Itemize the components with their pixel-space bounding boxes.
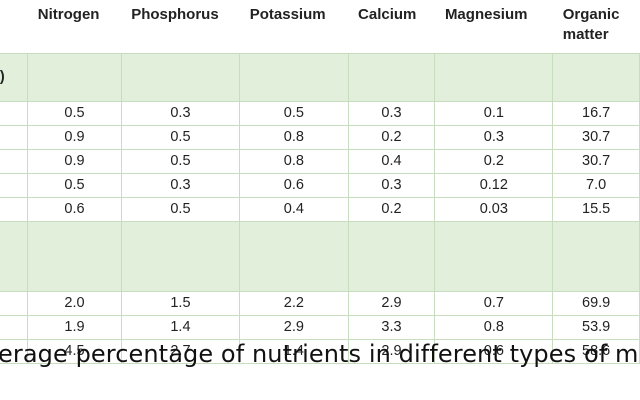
table-cell: 2.2 <box>239 290 349 316</box>
table-cell: 1.4 <box>120 314 241 340</box>
table-cell: 0.2 <box>434 148 554 174</box>
row-label-cell <box>0 338 29 364</box>
group-cell <box>347 52 436 102</box>
table-cell: 2.9 <box>347 290 436 316</box>
group-cell <box>434 220 554 292</box>
table-cell: 0.4 <box>347 148 436 174</box>
header-nitrogen: Nitrogen <box>27 0 122 53</box>
table-cell: 0.5 <box>120 196 241 222</box>
table-cell: 30.7 <box>552 148 640 174</box>
group-cell <box>27 52 122 102</box>
table-row: 0.9 0.5 0.8 0.2 0.3 30.7 <box>0 124 640 150</box>
table-cell: 58.6 <box>552 338 640 364</box>
group-label: %) <box>0 52 29 102</box>
row-label-cell <box>0 290 29 316</box>
group-cell <box>27 220 122 292</box>
table-row: 0.5 0.3 0.6 0.3 0.12 7.0 <box>0 172 640 198</box>
table-caption: erage percentage of nutrients in differe… <box>0 340 639 368</box>
table-cell: 0.5 <box>120 148 241 174</box>
group-cell <box>120 52 241 102</box>
table-cell: 2.0 <box>27 290 122 316</box>
table-cell: 0.3 <box>347 100 436 126</box>
table-cell: 2.7 <box>120 338 241 364</box>
header-cell-label <box>0 0 28 53</box>
rows-b: 2.0 1.5 2.2 2.9 0.7 69.9 1.9 1.4 2.9 3.3 0.8 53.9 4.… <box>0 290 640 364</box>
table-cell: 0.6 <box>27 196 122 222</box>
table-cell: 0.6 <box>434 338 554 364</box>
table-cell: 7.0 <box>552 172 640 198</box>
table-cell: 0.9 <box>27 148 122 174</box>
nutrient-table: Nitrogen Phosphorus Potassium Calcium Ma… <box>0 0 640 364</box>
table-row: 1.9 1.4 2.9 3.3 0.8 53.9 <box>0 314 640 340</box>
table-cell: 0.5 <box>239 100 349 126</box>
table-cell: 0.8 <box>434 314 554 340</box>
table-cell: 1.9 <box>27 314 122 340</box>
table-cell: 0.3 <box>120 100 241 126</box>
table-cell: 0.9 <box>27 124 122 150</box>
table-cell: 1.4 <box>239 338 349 364</box>
group-cell <box>239 220 349 292</box>
table-cell: 0.8 <box>239 148 349 174</box>
table-cell: 0.2 <box>347 196 436 222</box>
table-row: 4.5 2.7 1.4 2.9 0.6 58.6 <box>0 338 640 364</box>
table-cell: 0.2 <box>347 124 436 150</box>
row-label-cell <box>0 196 29 222</box>
nutrient-table-wrapper: Nitrogen Phosphorus Potassium Calcium Ma… <box>0 0 640 364</box>
table-cell: 53.9 <box>552 314 640 340</box>
group-cell <box>120 220 241 292</box>
table-row: 2.0 1.5 2.2 2.9 0.7 69.9 <box>0 290 640 316</box>
table-cell: 2.9 <box>347 338 436 364</box>
table-cell: 0.3 <box>347 172 436 198</box>
table-cell: 0.7 <box>434 290 554 316</box>
header-row: Nitrogen Phosphorus Potassium Calcium Ma… <box>0 0 640 53</box>
group-cell <box>347 220 436 292</box>
table-cell: 0.5 <box>27 172 122 198</box>
row-label-cell <box>0 314 29 340</box>
table-cell: 0.03 <box>434 196 554 222</box>
table-cell: 16.7 <box>552 100 640 126</box>
row-label-cell <box>0 100 29 126</box>
table-cell: 0.8 <box>239 124 349 150</box>
table-cell: 4.5 <box>27 338 122 364</box>
table-cell: 0.5 <box>120 124 241 150</box>
header-potassium: Potassium <box>239 0 349 53</box>
group-cell <box>552 52 640 102</box>
table-cell: 0.4 <box>239 196 349 222</box>
table-cell: 69.9 <box>552 290 640 316</box>
table-cell: 0.1 <box>434 100 554 126</box>
table-cell: 0.5 <box>27 100 122 126</box>
group-row-b: Y <box>0 220 640 292</box>
group-cell <box>552 220 640 292</box>
table-cell: 0.12 <box>434 172 554 198</box>
header-calcium: Calcium <box>348 0 435 53</box>
group-row-a: %) <box>0 52 640 102</box>
row-label-cell <box>0 172 29 198</box>
table-cell: 3.3 <box>347 314 436 340</box>
header-organic-matter: Organic matter <box>552 0 640 53</box>
group-label: Y <box>0 220 29 292</box>
table-cell: 2.9 <box>239 314 349 340</box>
group-cell <box>434 52 554 102</box>
row-label-cell <box>0 148 29 174</box>
table-cell: 0.3 <box>120 172 241 198</box>
table-cell: 1.5 <box>120 290 241 316</box>
header-phosphorus: Phosphorus <box>121 0 240 53</box>
header-magnesium: Magnesium <box>434 0 553 53</box>
table-row: 0.9 0.5 0.8 0.4 0.2 30.7 <box>0 148 640 174</box>
table-cell: 15.5 <box>552 196 640 222</box>
row-label-cell <box>0 124 29 150</box>
table-row: 0.5 0.3 0.5 0.3 0.1 16.7 <box>0 100 640 126</box>
rows-a: 0.5 0.3 0.5 0.3 0.1 16.7 0.9 0.5 0.8 0.2 0.3 30.7 0.… <box>0 100 640 222</box>
group-cell <box>239 52 349 102</box>
table-cell: 0.3 <box>434 124 554 150</box>
table-cell: 0.6 <box>239 172 349 198</box>
table-row: 0.6 0.5 0.4 0.2 0.03 15.5 <box>0 196 640 222</box>
table-cell: 30.7 <box>552 124 640 150</box>
